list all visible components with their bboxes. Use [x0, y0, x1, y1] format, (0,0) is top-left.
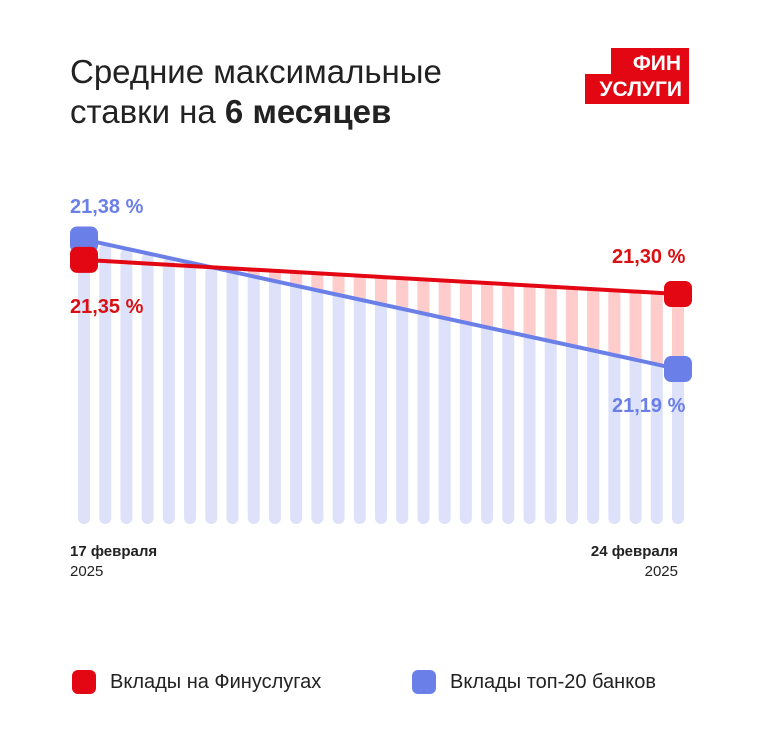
background-bar — [268, 270, 281, 524]
x-label-start-year: 2025 — [70, 563, 104, 580]
background-bar — [417, 279, 430, 524]
legend-swatch-blue — [412, 670, 436, 694]
series-line — [83, 237, 679, 371]
gap-bar — [417, 279, 430, 314]
label-red-start: 21,35 % — [70, 296, 144, 318]
background-bar — [544, 286, 557, 524]
background-bar — [184, 262, 197, 524]
background-bar — [141, 253, 154, 524]
gap-bar — [247, 269, 260, 277]
gap-bar — [353, 275, 366, 300]
label-blue-end: 21,19 % — [612, 395, 686, 417]
background-bar — [120, 248, 133, 524]
title-bold: 6 месяцев — [224, 93, 392, 130]
gap-bar — [268, 270, 281, 282]
gap-bar — [481, 283, 494, 328]
background-bar — [375, 276, 387, 524]
label-blue-start: 21,38 % — [70, 196, 144, 218]
background-bar — [226, 268, 239, 524]
gap-bar — [311, 273, 324, 291]
gap-bar — [459, 281, 472, 323]
gap-bar — [587, 289, 600, 351]
background-bar — [78, 239, 90, 524]
background-bar — [396, 278, 409, 524]
chart-title: Средние максимальные ставки на 6 месяцев — [70, 52, 442, 132]
data-point — [70, 246, 98, 273]
background-bar — [438, 280, 451, 524]
title-regular: ставки на — [70, 93, 225, 130]
gap-bar — [608, 290, 621, 356]
gap-bar — [565, 287, 578, 346]
background-bar — [162, 257, 175, 524]
finuslugi-logo: ФИН УСЛУГИ — [585, 48, 689, 104]
legend-label: Вклады на Финуслугах — [110, 670, 322, 693]
background-bar — [332, 274, 345, 524]
data-point — [664, 356, 692, 383]
background-bar — [99, 244, 112, 524]
svg-text:УСЛУГИ: УСЛУГИ — [599, 78, 682, 101]
gap-bar — [502, 284, 515, 332]
legend-swatch-red — [72, 670, 96, 694]
legend-item-top20: Вклады топ-20 банков — [412, 670, 656, 694]
gap-bar — [438, 280, 451, 319]
background-bar — [353, 275, 366, 524]
x-label-end-year: 2025 — [644, 563, 678, 580]
gap-bar — [672, 294, 684, 370]
background-bar — [481, 283, 494, 524]
title-line-2: ставки на 6 месяцев — [70, 92, 442, 132]
background-bar — [247, 269, 260, 524]
x-label-end: 24 февраля 2025 — [591, 542, 678, 582]
legend-item-finuslugi: Вклады на Финуслугах — [72, 670, 321, 694]
legend-label: Вклады топ-20 банков — [450, 670, 656, 693]
data-point — [664, 281, 692, 307]
gap-bar — [629, 291, 642, 360]
gap-bar — [650, 292, 663, 365]
gap-bar — [332, 274, 345, 295]
gap-bar — [375, 276, 387, 305]
gap-bar — [290, 272, 303, 286]
background-bar — [311, 273, 324, 524]
label-red-end: 21,30 % — [612, 246, 686, 268]
background-bar — [523, 285, 536, 524]
x-label-start: 17 февраля 2025 — [70, 542, 157, 582]
background-bar — [459, 281, 472, 524]
background-bar — [290, 272, 303, 524]
gap-bar — [544, 286, 557, 342]
series-line — [83, 257, 679, 296]
gap-bar — [523, 285, 536, 337]
x-label-end-date: 24 февраля — [590, 543, 678, 560]
title-line-1: Средние максимальные — [70, 53, 442, 90]
data-point — [70, 226, 98, 253]
x-label-start-date: 17 февраля — [70, 543, 158, 560]
gap-bar — [396, 278, 409, 309]
background-bar — [205, 267, 218, 524]
svg-text:ФИН: ФИН — [633, 52, 681, 75]
background-bar — [502, 284, 515, 524]
